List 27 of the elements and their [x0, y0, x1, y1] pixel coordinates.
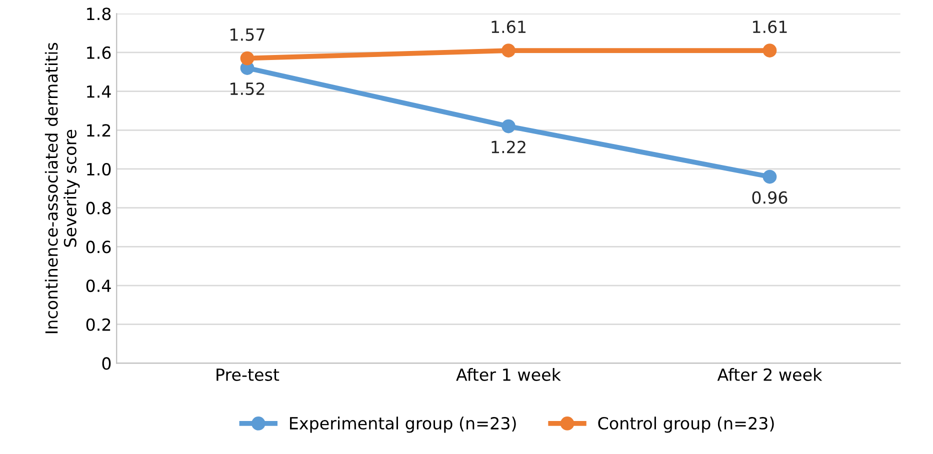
y-tick-label: 0.2	[86, 318, 110, 331]
data-label: 1.61	[492, 20, 526, 34]
y-tick-label: 1.6	[87, 46, 111, 60]
data-label: 0.96	[752, 191, 788, 204]
y-tick-label: 0	[102, 357, 111, 370]
y-tick-label: 0.4	[86, 279, 111, 292]
x-tick-label: Pre-test	[216, 368, 280, 381]
data-label: 1.22	[492, 140, 526, 154]
point	[502, 44, 516, 58]
y-tick-label: 1.0	[87, 162, 111, 176]
data-label: 1.57	[230, 28, 264, 41]
point	[502, 119, 516, 134]
y-tick-label: 1.4	[87, 85, 111, 98]
point	[762, 170, 777, 184]
y-tick-label: 1.8	[87, 8, 111, 20]
y-tick-label: 1.2	[87, 124, 110, 136]
y-tick-label: 0.8	[86, 202, 111, 214]
y-axis-title: Incontinence-associated dermatitis Severity score	[44, 42, 80, 334]
point	[762, 44, 777, 58]
legend-label: Control group (n=23)	[598, 416, 774, 433]
data-label: 1.61	[753, 20, 787, 34]
x-tick-label: After 2 week	[717, 368, 822, 381]
legend-label: Experimental group (n=23)	[290, 416, 516, 433]
data-label: 1.52	[230, 82, 264, 96]
point	[240, 51, 254, 66]
y-tick-label: 0.6	[86, 240, 111, 254]
x-tick-label: After 1 week	[456, 368, 561, 381]
